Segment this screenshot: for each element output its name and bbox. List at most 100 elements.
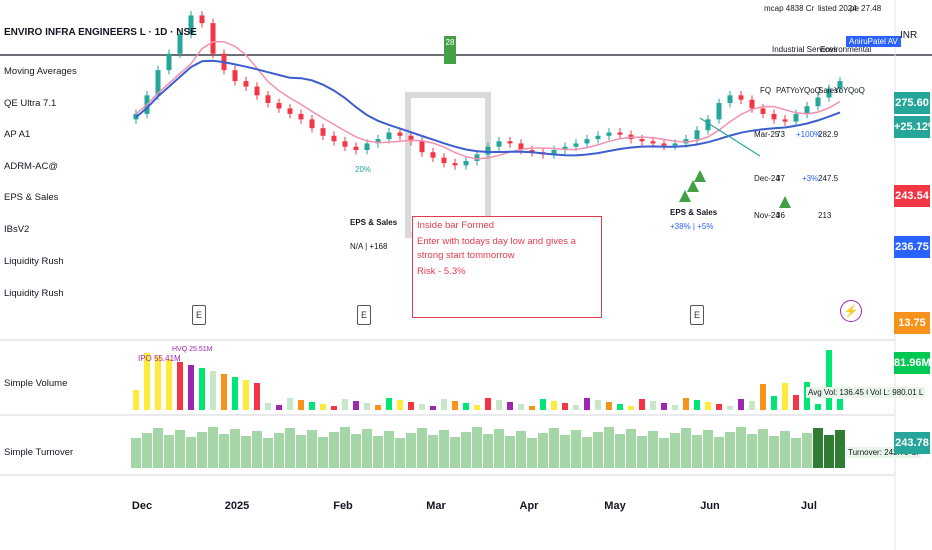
turnover-bar (604, 427, 614, 468)
pane-simple-turnover[interactable]: Simple Turnover (4, 447, 74, 458)
row1-sales: 282.9 (818, 130, 839, 139)
turnover-bar (219, 434, 229, 468)
turnover-axis-label: 243.78 (894, 432, 930, 454)
turnover-bar (373, 436, 383, 468)
turnover-bar (472, 427, 482, 468)
indicator-ap-a1[interactable]: AP A1 (4, 129, 31, 140)
candle-body (815, 97, 821, 107)
candle-body (309, 119, 315, 129)
volume-bar (683, 398, 689, 410)
ipo-volume-label: IPO 55.41M (138, 354, 181, 363)
volume-bar (837, 399, 843, 410)
industry-label: Environmental (820, 45, 872, 54)
turnover-bar (516, 431, 526, 468)
price-label-last: 275.60 (894, 92, 930, 114)
turnover-bar (186, 437, 196, 468)
x-tick-2025: 2025 (224, 500, 250, 512)
volume-bar (353, 401, 359, 410)
volume-bar (166, 359, 172, 410)
turnover-bar (802, 433, 812, 468)
turnover-bar (362, 429, 372, 468)
buy-arrow (779, 196, 791, 208)
indicator-liquidity-rush-1[interactable]: Liquidity Rush (4, 256, 64, 267)
candle-body (639, 139, 645, 142)
volume-bar (672, 405, 678, 410)
turnover-bar (824, 435, 834, 468)
turnover-bar (659, 438, 669, 468)
volume-bar (705, 402, 711, 410)
turnover-bar (670, 433, 680, 468)
volume-bar (364, 403, 370, 410)
row2-sales: 247.5 (818, 174, 839, 183)
x-tick-jun: Jun (700, 500, 720, 512)
indicator-moving-averages[interactable]: Moving Averages (4, 66, 77, 77)
candle-body (617, 132, 623, 135)
volume-bar (650, 401, 656, 410)
turnover-bar (549, 428, 559, 468)
candle-body (386, 132, 392, 140)
volume-bar (397, 400, 403, 410)
eps-label-value-2: +38% | +5% (670, 222, 714, 231)
lightning-icon[interactable]: ⚡ (840, 300, 862, 322)
candle-body (265, 95, 271, 103)
avg-volume-label: Avg Vol: 136.45 Cr (806, 387, 877, 398)
volume-bar (606, 402, 612, 410)
buy-arrow (687, 180, 699, 192)
volume-bar (540, 399, 546, 410)
volume-bar (199, 368, 205, 410)
candle-body (364, 143, 370, 150)
row2-pat: 37 (776, 174, 785, 183)
row1-q: Mar-25 (754, 130, 780, 139)
candle-body (397, 132, 403, 136)
turnover-bar (560, 435, 570, 468)
volume-bar (430, 406, 436, 410)
indicator-adrm[interactable]: ADRM-AC@ (4, 161, 58, 172)
volume-bar (738, 399, 744, 410)
turnover-bar (340, 427, 350, 468)
pct-label: 20% (355, 165, 372, 174)
x-tick-jul: Jul (801, 500, 817, 512)
volume-bar (287, 398, 293, 410)
candle-body (727, 95, 733, 103)
turnover-bar (527, 438, 537, 468)
earnings-badge-1[interactable]: E (192, 305, 206, 325)
indicator-qe-ultra[interactable]: QE Ultra 7.1 (4, 98, 57, 109)
trend-line (699, 117, 761, 157)
indicator-liquidity-rush-2[interactable]: Liquidity Rush (4, 288, 64, 299)
turnover-bar (461, 432, 471, 468)
indicator-eps-sales[interactable]: EPS & Sales (4, 192, 59, 203)
volume-bar (661, 403, 667, 410)
candle-body (485, 146, 491, 155)
volume-bar (386, 398, 392, 410)
volume-label: 81.96M (894, 352, 931, 374)
volume-bar (573, 405, 579, 410)
turnover-bar (285, 428, 295, 468)
volume-bar (694, 400, 700, 410)
candle-body (672, 143, 678, 146)
turnover-bar (142, 433, 152, 468)
indicator-ibsv2[interactable]: IBsV2 (4, 224, 30, 235)
candle-body (155, 70, 161, 96)
earnings-badge-3[interactable]: E (690, 305, 704, 325)
volume-bar (210, 371, 216, 410)
candle-body (232, 70, 238, 82)
candle-body (452, 163, 458, 166)
turnover-bar (505, 436, 515, 468)
volume-bar (529, 406, 535, 410)
candle-body (441, 157, 447, 164)
vol-l-label: Vol L: 980.01 L (868, 387, 926, 398)
th-fq: FQ (760, 86, 772, 95)
sector-label: Industrial Services (772, 45, 838, 54)
pane-simple-volume[interactable]: Simple Volume (4, 378, 68, 389)
volume-bar (155, 356, 161, 410)
turnover-bar (208, 427, 218, 468)
alert-line1: Enter with todays day low and gives a st… (417, 236, 576, 261)
candle-body (320, 128, 326, 136)
volume-bar (177, 362, 183, 410)
candle-body (804, 106, 810, 114)
turnover-bar (571, 430, 581, 468)
earnings-badge-2[interactable]: E (357, 305, 371, 325)
turnover-bar (692, 435, 702, 468)
candle-body (760, 108, 766, 114)
